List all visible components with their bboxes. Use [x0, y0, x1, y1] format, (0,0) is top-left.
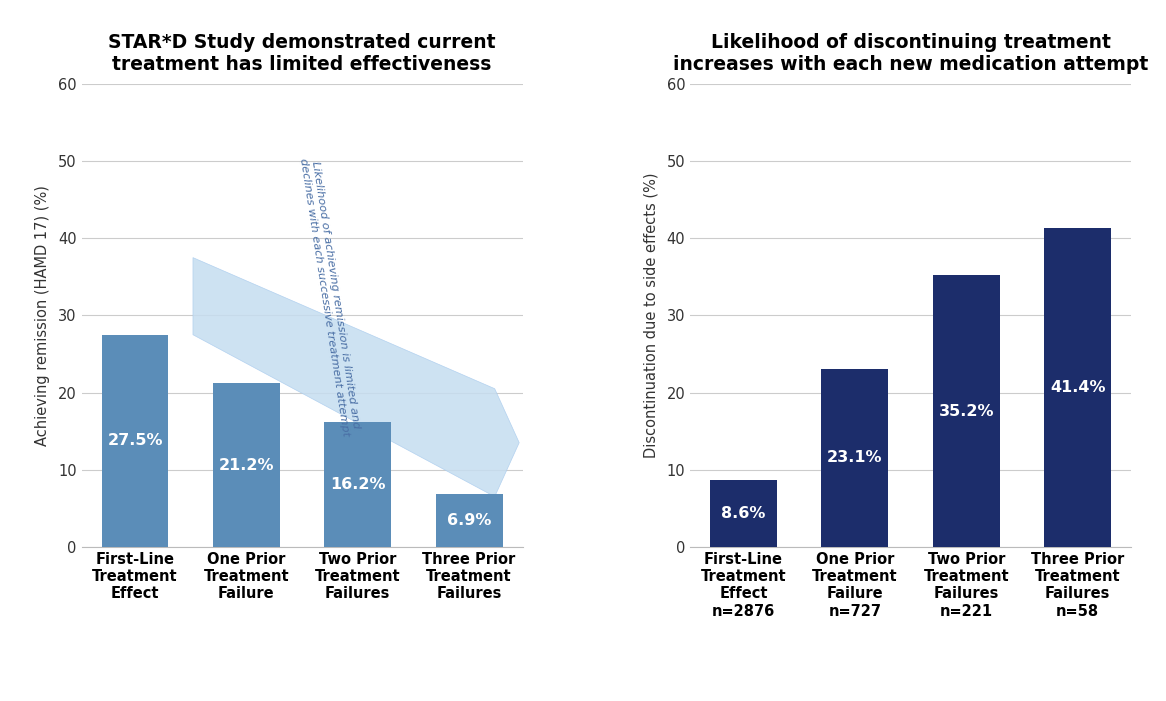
Text: 21.2%: 21.2%	[219, 458, 274, 472]
Bar	[1045, 228, 1111, 547]
Text: 8.6%: 8.6%	[722, 506, 766, 521]
Y-axis label: Discontinuation due to side effects (%): Discontinuation due to side effects (%)	[644, 172, 658, 458]
Y-axis label: Achieving remission (HAMD 17) (%): Achieving remission (HAMD 17) (%)	[35, 185, 50, 446]
Text: 41.4%: 41.4%	[1049, 380, 1105, 395]
Bar	[101, 335, 168, 547]
Text: 6.9%: 6.9%	[447, 512, 491, 528]
Bar	[822, 369, 888, 547]
Title: Likelihood of discontinuing treatment
increases with each new medication attempt: Likelihood of discontinuing treatment in…	[673, 33, 1149, 74]
Text: 35.2%: 35.2%	[939, 404, 993, 418]
Text: 23.1%: 23.1%	[827, 450, 883, 465]
Bar	[213, 383, 280, 547]
Bar	[436, 494, 503, 547]
Text: 27.5%: 27.5%	[107, 433, 163, 448]
Title: STAR*D Study demonstrated current
treatment has limited effectiveness: STAR*D Study demonstrated current treatm…	[108, 33, 496, 74]
Text: Likelihood of achieving remission is limited and
declines with each successive t: Likelihood of achieving remission is lim…	[297, 156, 361, 437]
Polygon shape	[192, 257, 519, 496]
Bar	[710, 480, 777, 547]
Text: 16.2%: 16.2%	[330, 477, 386, 492]
Bar	[933, 275, 999, 547]
Bar	[324, 422, 391, 547]
